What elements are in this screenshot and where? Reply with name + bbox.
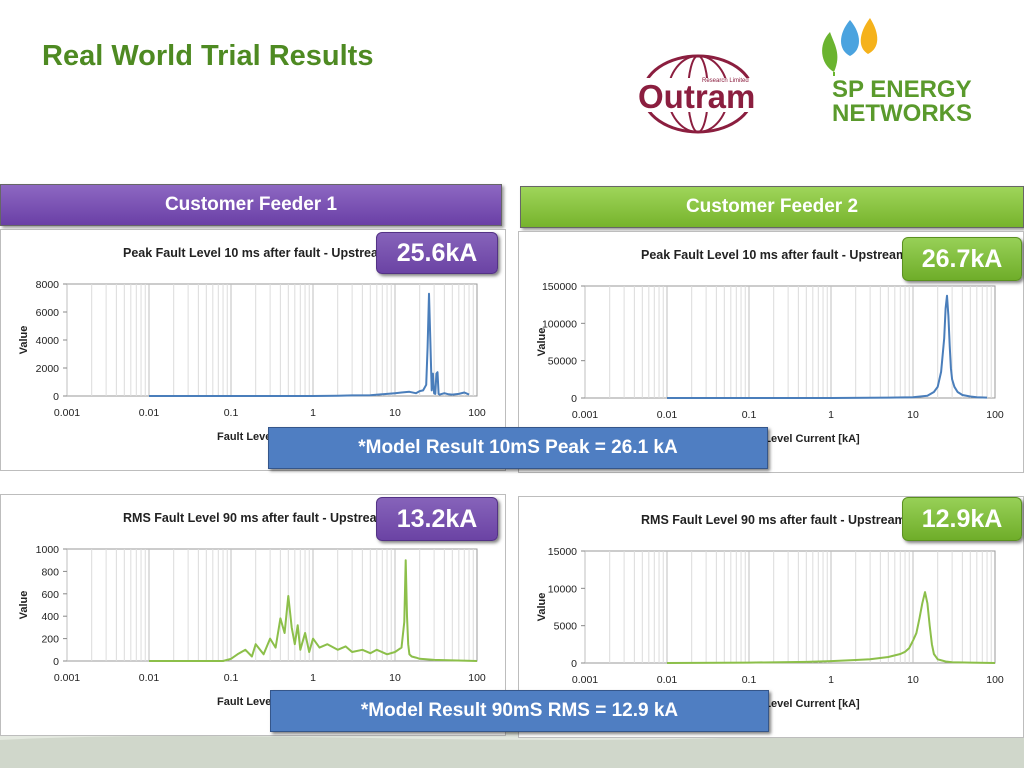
x-tick-label: 100 — [986, 409, 1004, 421]
x-tick-label: 10 — [907, 409, 919, 421]
outram-globe-icon — [636, 54, 762, 134]
feeder1-peak-badge: 25.6kA — [376, 232, 498, 274]
plot-area — [66, 283, 478, 397]
x-tick-label: 100 — [468, 672, 486, 684]
x-tick-label: 10 — [907, 674, 919, 686]
plot-area — [584, 285, 996, 399]
x-tick-label: 0.001 — [54, 672, 80, 684]
y-tick-label: 800 — [41, 566, 59, 578]
y-axis-label: Value — [18, 326, 30, 355]
chart-title: RMS Fault Level 90 ms after fault - Upst… — [641, 513, 906, 527]
y-tick-label: 400 — [41, 611, 59, 623]
series-line — [149, 292, 470, 397]
model-result-rms: *Model Result 90mS RMS = 12.9 kA — [270, 690, 769, 732]
x-tick-label: 100 — [468, 407, 486, 419]
leaf-drops-icon — [822, 18, 878, 76]
feeder2-rms-badge: 12.9kA — [902, 497, 1022, 541]
y-tick-label: 50000 — [548, 356, 577, 368]
x-tick-label: 0.01 — [657, 409, 678, 421]
sp-energy-networks-logo: SP ENERGY NETWORKS — [812, 14, 1012, 129]
chart-title: RMS Fault Level 90 ms after fault - Upst… — [123, 511, 388, 525]
y-tick-label: 5000 — [554, 621, 578, 633]
x-tick-label: 0.01 — [657, 674, 678, 686]
y-axis-label: Value — [536, 593, 548, 622]
x-tick-label: 10 — [389, 672, 401, 684]
y-tick-label: 0 — [53, 656, 59, 668]
chart-feeder2-rms: RMS Fault Level 90 ms after fault - Upst… — [536, 513, 1004, 710]
sp-logo-line2: NETWORKS — [832, 100, 972, 127]
chart-title: Peak Fault Level 10 ms after fault - Ups… — [641, 248, 907, 262]
y-tick-label: 150000 — [542, 281, 577, 293]
y-tick-label: 0 — [53, 391, 59, 403]
chart-title: Peak Fault Level 10 ms after fault - Ups… — [123, 246, 389, 260]
y-tick-label: 4000 — [36, 335, 60, 347]
plot-area — [66, 548, 478, 662]
x-tick-label: 1 — [828, 674, 834, 686]
page-title: Real World Trial Results — [42, 40, 374, 72]
y-axis-label: Value — [18, 591, 30, 620]
customer-feeder-1-header: Customer Feeder 1 — [0, 184, 502, 226]
x-tick-label: 100 — [986, 674, 1004, 686]
plot-area — [584, 550, 996, 664]
series-line — [667, 294, 988, 399]
customer-feeder-2-header: Customer Feeder 2 — [520, 186, 1024, 228]
x-tick-label: 0.1 — [742, 409, 757, 421]
y-tick-label: 0 — [571, 658, 577, 670]
model-result-peak: *Model Result 10mS Peak = 26.1 kA — [268, 427, 768, 469]
x-tick-label: 1 — [310, 407, 316, 419]
feeder1-rms-badge: 13.2kA — [376, 497, 498, 541]
y-tick-label: 10000 — [548, 583, 577, 595]
x-tick-label: 0.1 — [224, 407, 239, 419]
x-tick-label: 0.001 — [572, 674, 598, 686]
x-tick-label: 10 — [389, 407, 401, 419]
feeder2-peak-badge: 26.7kA — [902, 237, 1022, 281]
x-tick-label: 0.01 — [139, 672, 160, 684]
outram-logo-text: Outram — [638, 78, 756, 115]
y-tick-label: 2000 — [36, 363, 60, 375]
y-tick-label: 100000 — [542, 318, 577, 330]
x-tick-label: 0.001 — [54, 407, 80, 419]
x-tick-label: 0.01 — [139, 407, 160, 419]
chart-feeder2-peak: Peak Fault Level 10 ms after fault - Ups… — [536, 248, 1004, 445]
x-tick-label: 1 — [828, 409, 834, 421]
x-tick-label: 0.1 — [224, 672, 239, 684]
x-tick-label: 1 — [310, 672, 316, 684]
y-tick-label: 8000 — [36, 279, 60, 291]
series-line — [149, 559, 478, 662]
series-line — [666, 591, 996, 664]
outram-logo-sub: Research Limited — [702, 78, 749, 84]
x-tick-label: 0.001 — [572, 409, 598, 421]
y-tick-label: 200 — [41, 634, 59, 646]
y-tick-label: 6000 — [36, 307, 60, 319]
y-tick-label: 15000 — [548, 546, 577, 558]
y-tick-label: 600 — [41, 589, 59, 601]
chart-feeder1-peak: Peak Fault Level 10 ms after fault - Ups… — [18, 246, 486, 443]
sp-logo-line1: SP ENERGY — [832, 76, 972, 103]
x-tick-label: 0.1 — [742, 674, 757, 686]
y-axis-label: Value — [536, 328, 548, 357]
outram-logo: Outram Research Limited — [636, 52, 762, 136]
y-tick-label: 0 — [571, 393, 577, 405]
y-tick-label: 1000 — [36, 544, 60, 556]
